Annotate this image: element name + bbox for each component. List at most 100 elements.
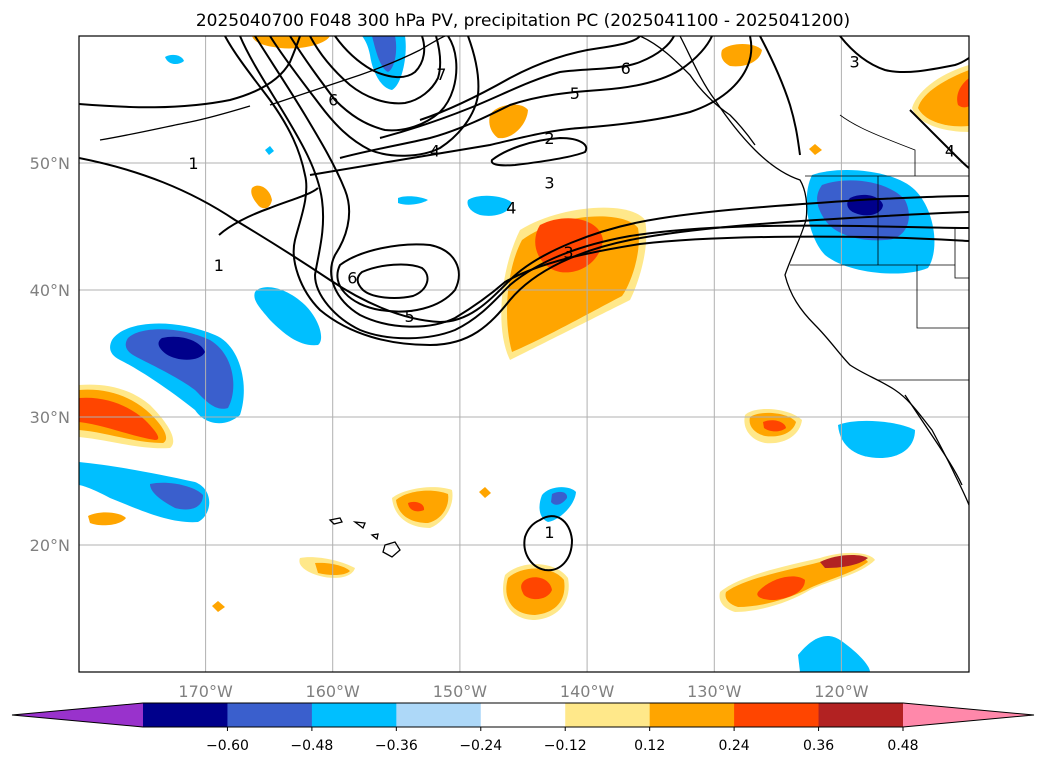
alaska-panhandle [639,36,756,146]
shade-pos-152w-23n-core [408,501,425,512]
x-tick-label: 160°W [306,682,361,701]
colorbar-tick-label: 0.24 [719,738,750,754]
x-tick-label: 170°W [178,682,233,701]
pv-contour-2 [224,36,969,347]
pv-contour-1-mid [218,187,319,236]
shade-neg-142w-23n-core [551,491,568,505]
map-area: 1 1 1 2 3 3 3 4 4 4 5 5 6 6 6 7 [79,36,969,672]
pv-contour-1-north [79,157,969,324]
shade-pos-topright [918,70,969,127]
pv-contour-label: 3 [544,173,554,192]
y-tick-label: 20°N [30,536,70,555]
shade-neg-269 [265,146,274,155]
pv-contour-north-1 [309,36,753,176]
colorbar-tick-label: −0.48 [290,738,333,754]
pv-contour-label: 4 [945,141,955,160]
shade-pos-128w-17n-core [757,576,805,600]
pv-contour-label: 1 [214,256,224,275]
colorbar-tick-label: 0.36 [803,738,834,754]
colorbar-segment [143,703,228,727]
colorbar-extend-low [12,703,143,727]
pv-contour-4-right [909,109,969,169]
colorbar-segment [818,703,904,727]
pv-contour-label: 4 [430,141,440,160]
x-tick-label: 130°W [687,682,742,701]
colorbar-segment [396,703,482,727]
pv-contour-labels: 1 1 1 2 3 3 3 4 4 4 5 5 6 6 6 7 [188,52,955,542]
shade-neg-121w-12n [798,635,870,672]
shade-neg-155w-47n [398,196,428,205]
colorbar-tick-label: 0.12 [634,738,665,754]
colorbar-outline [11,702,1035,728]
colorbar-segment [565,703,651,727]
bc-border [839,114,916,176]
colorbar-tick-label: −0.36 [375,738,418,754]
pv-contour-label: 6 [347,269,357,288]
pv-contour-1-circle [523,515,574,572]
pv-contours [79,36,969,572]
colorbar-tick-label: −0.24 [459,738,502,754]
shade-pos-815 [809,144,822,155]
pv-contour-label: 6 [328,91,338,110]
pv-contour-north-2 [339,36,713,159]
pv-contour-5-inner [336,243,460,313]
shade-neg-119w-29n [838,420,915,458]
colorbar-segment [480,703,566,727]
shade-neg-170w-mid [125,329,234,409]
pv-contour-label: 3 [563,243,573,262]
pv-contour-label: 1 [188,154,198,173]
y-tick-label: 40°N [30,281,70,300]
y-tick-label: 50°N [30,154,70,173]
chart-title: 2025040700 F048 300 hPa PV, precipitatio… [196,11,850,31]
pv-contour-8-topleft [289,36,458,132]
colorbar-segment [734,703,820,727]
colorbar-segment [649,703,735,727]
shade-pos-485 [479,487,491,498]
pv-contour-north-3 [379,36,675,139]
colorbar: −0.60 −0.48 −0.36 −0.24 −0.12 0.12 0.24 0.36 0.4… [11,702,1035,754]
pv-contour-label: 4 [506,199,516,218]
pv-contour-label: 7 [436,65,446,84]
shade-pos-topright-core [957,78,969,108]
north-america-coast [679,36,969,506]
shade-neg-163w-40n [254,287,322,346]
pv-contour-label: 3 [849,52,859,71]
state-border-3 [916,265,969,329]
pv-contour-1-top [79,36,301,109]
pv-contour-9-topleft [309,36,442,105]
pv-contour-4 [254,36,969,328]
x-axis: 170°W 160°W 150°W 140°W 130°W 120°W [178,682,868,701]
shade-pos-126w-29n-core [763,420,786,432]
shade-neg-170w-core [158,336,205,360]
shade-pos-162w-48n [251,185,272,209]
pv-contour-label: 5 [570,84,580,103]
pv-contour-3-right [759,36,969,156]
shade-pos-143w-16n-core [521,577,552,600]
y-tick-label: 30°N [30,408,70,427]
colorbar-tick-label: −0.60 [206,738,249,754]
map-frame [78,35,970,673]
pv-contour-3 [239,36,969,340]
colorbar-extend-high [903,703,1034,727]
shade-neg-164w-57n [165,54,184,65]
shade-neg-25n-mid [150,482,203,510]
shade-neg-146w-47n [467,195,512,216]
colorbar-tick-label: −0.12 [544,738,587,754]
baja-coast [904,394,963,486]
pv-contour-label: 6 [621,59,631,78]
y-axis: 20°N 30°N 40°N 50°N [30,154,70,555]
shade-pos-217 [212,601,225,612]
shade-pos-147w-54n [489,104,528,139]
pv-contour-label: 1 [544,523,554,542]
shade-pos-leftedge-core [79,397,159,440]
colorbar-segment [227,703,313,727]
pv-contour-6-inner [356,263,429,299]
x-tick-label: 120°W [814,682,869,701]
hawaii-islands [328,517,401,558]
pv-contour-label: 2 [544,129,554,148]
pv-contour-2-inner [490,136,588,167]
pv-contour-10-topleft [334,36,426,78]
pv-contour-north-4 [419,36,641,121]
aleutians [99,105,251,141]
